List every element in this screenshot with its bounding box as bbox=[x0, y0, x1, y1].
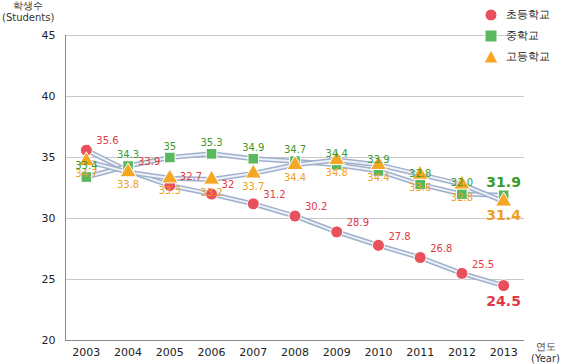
svg-text:34.7: 34.7 bbox=[284, 144, 306, 155]
svg-text:26.8: 26.8 bbox=[430, 243, 452, 254]
svg-text:2005: 2005 bbox=[156, 346, 184, 359]
svg-text:35.6: 35.6 bbox=[96, 135, 118, 146]
svg-text:34.4: 34.4 bbox=[367, 172, 389, 183]
html-text:초등학교: 초등학교 bbox=[506, 8, 550, 21]
svg-text:2004: 2004 bbox=[114, 346, 142, 359]
html-text:고등학교: 고등학교 bbox=[506, 50, 550, 63]
svg-text:33.6: 33.6 bbox=[409, 182, 431, 193]
html-text:중학교: 중학교 bbox=[506, 29, 539, 42]
svg-text:2008: 2008 bbox=[281, 346, 309, 359]
svg-text:30: 30 bbox=[42, 212, 56, 225]
svg-text:34.9: 34.9 bbox=[242, 142, 264, 153]
svg-text:33.7: 33.7 bbox=[242, 181, 264, 192]
svg-text:33.8: 33.8 bbox=[117, 179, 139, 190]
svg-text:33.2: 33.2 bbox=[200, 187, 222, 198]
svg-text:34.4: 34.4 bbox=[284, 172, 306, 183]
svg-text:2003: 2003 bbox=[72, 346, 100, 359]
svg-text:33.9: 33.9 bbox=[367, 154, 389, 165]
svg-text:34.4: 34.4 bbox=[326, 148, 348, 159]
svg-text:24.5: 24.5 bbox=[486, 293, 521, 309]
svg-text:31.9: 31.9 bbox=[486, 174, 521, 190]
svg-text:35: 35 bbox=[163, 141, 176, 152]
svg-text:2013: 2013 bbox=[490, 346, 518, 359]
svg-text:35: 35 bbox=[42, 151, 56, 164]
svg-text:2011: 2011 bbox=[406, 346, 434, 359]
svg-text:32: 32 bbox=[222, 179, 235, 190]
svg-text:33.3: 33.3 bbox=[159, 185, 181, 196]
svg-text:34.8: 34.8 bbox=[326, 167, 348, 178]
svg-text:34.3: 34.3 bbox=[117, 149, 139, 160]
svg-text:33.4: 33.4 bbox=[75, 160, 98, 172]
svg-text:33.9: 33.9 bbox=[138, 156, 160, 167]
svg-text:32.0: 32.0 bbox=[451, 177, 473, 188]
svg-text:2007: 2007 bbox=[239, 346, 267, 359]
svg-text:32.8: 32.8 bbox=[409, 168, 431, 179]
html-text:학생수 (Students): 학생수 (Students) bbox=[2, 0, 55, 23]
svg-text:32.7: 32.7 bbox=[180, 171, 202, 182]
svg-text:35.3: 35.3 bbox=[200, 137, 222, 148]
svg-text:2012: 2012 bbox=[448, 346, 476, 359]
svg-text:25: 25 bbox=[42, 273, 56, 286]
svg-text:28.9: 28.9 bbox=[347, 217, 369, 228]
svg-text:34.7: 34.7 bbox=[75, 168, 97, 179]
html-text:연도 (Year): 연도 (Year) bbox=[531, 341, 560, 364]
svg-text:40: 40 bbox=[42, 90, 56, 103]
svg-text:20: 20 bbox=[42, 334, 56, 347]
svg-text:31.4: 31.4 bbox=[486, 207, 521, 223]
svg-text:2006: 2006 bbox=[198, 346, 226, 359]
svg-text:31.2: 31.2 bbox=[263, 189, 285, 200]
svg-text:27.8: 27.8 bbox=[388, 231, 410, 242]
svg-text:30.2: 30.2 bbox=[305, 201, 327, 212]
svg-text:25.5: 25.5 bbox=[472, 259, 494, 270]
svg-text:32.8: 32.8 bbox=[451, 192, 473, 203]
svg-text:2009: 2009 bbox=[323, 346, 351, 359]
svg-text:2010: 2010 bbox=[364, 346, 392, 359]
svg-text:45: 45 bbox=[42, 29, 56, 42]
